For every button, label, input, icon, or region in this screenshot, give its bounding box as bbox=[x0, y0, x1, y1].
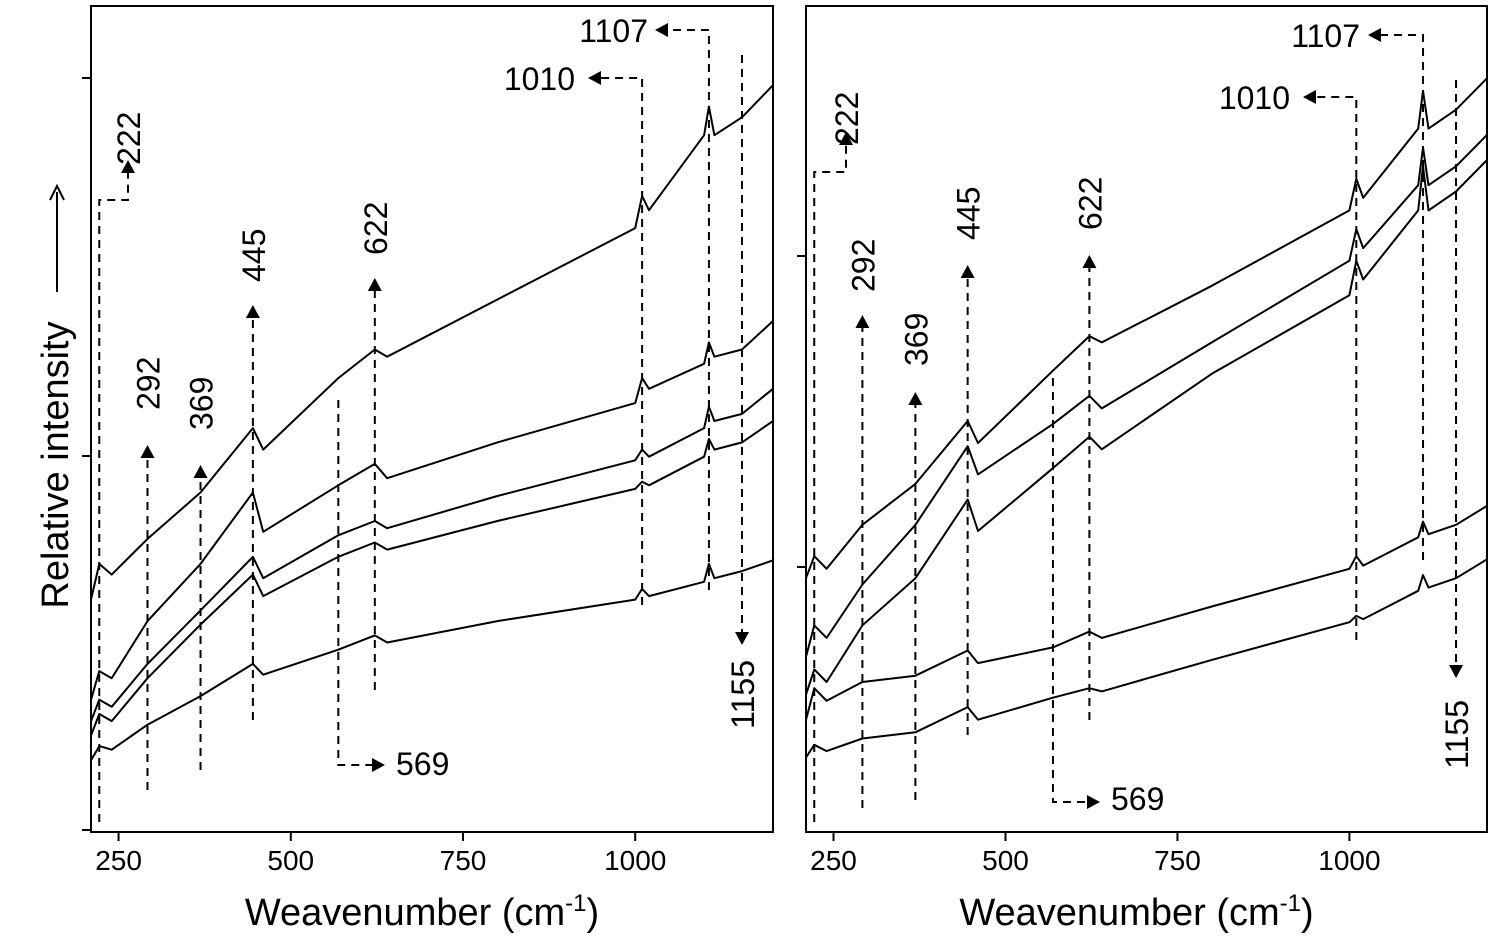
peak-arrow-head bbox=[245, 305, 260, 318]
peak-label-1155: 1155 bbox=[725, 660, 761, 729]
peak-label-1010: 1010 bbox=[1219, 80, 1290, 116]
peak-label-292: 292 bbox=[845, 239, 881, 292]
peak-label-569: 569 bbox=[1111, 781, 1164, 817]
spectrum-line-5 bbox=[90, 559, 774, 761]
x-tick-label: 1000 bbox=[1318, 845, 1380, 876]
peak-marker-line bbox=[1051, 378, 1088, 803]
peak-marker-line bbox=[1315, 96, 1358, 640]
peak-label-369: 369 bbox=[184, 377, 220, 430]
plot-frame bbox=[90, 5, 774, 833]
peak-marker-line bbox=[98, 172, 129, 822]
spectrum-line-5 bbox=[805, 558, 1488, 758]
x-tick-label: 250 bbox=[810, 845, 857, 876]
spectrum-line-3 bbox=[805, 159, 1488, 695]
peak-arrow-head bbox=[655, 23, 668, 37]
x-tick-label: 500 bbox=[267, 845, 314, 876]
peak-arrow-head bbox=[1368, 28, 1381, 42]
x-axis-title: Weavenumber (cm-1) bbox=[245, 890, 599, 934]
peak-label-622: 622 bbox=[1072, 177, 1108, 230]
peak-label-1107: 1107 bbox=[579, 13, 648, 49]
peak-arrow-head bbox=[588, 71, 601, 85]
x-tick-label: 750 bbox=[440, 845, 487, 876]
peak-arrow-head bbox=[372, 758, 385, 772]
spectrum-line-4 bbox=[805, 505, 1488, 720]
spectrum-line-4 bbox=[90, 420, 774, 736]
peak-arrow-head bbox=[140, 445, 155, 458]
peak-label-622: 622 bbox=[358, 202, 394, 255]
peak-marker-line bbox=[337, 400, 373, 766]
peak-arrow-head bbox=[1082, 255, 1097, 268]
peak-label-222: 222 bbox=[829, 92, 865, 145]
x-axis-title: Weavenumber (cm-1) bbox=[959, 890, 1313, 934]
peak-label-292: 292 bbox=[130, 357, 166, 410]
spectrum-line-1 bbox=[90, 84, 774, 600]
x-tick-label: 1000 bbox=[604, 845, 666, 876]
peak-arrow-head bbox=[1303, 90, 1316, 104]
peak-label-369: 369 bbox=[898, 313, 934, 366]
peak-arrow-head bbox=[1087, 795, 1100, 809]
spectrum-line-3 bbox=[90, 388, 774, 722]
peak-arrow-head bbox=[960, 265, 975, 278]
peak-arrow-head bbox=[839, 132, 853, 145]
peak-arrow-head bbox=[735, 632, 749, 645]
peak-arrow-head bbox=[367, 278, 382, 291]
plot-frame bbox=[805, 5, 1488, 833]
x-tick-label: 250 bbox=[95, 845, 142, 876]
peak-marker-line bbox=[667, 29, 710, 590]
peak-label-445: 445 bbox=[951, 187, 987, 240]
y-axis-title-arrow-head bbox=[49, 183, 65, 201]
peak-marker-line bbox=[813, 144, 847, 822]
peak-arrow-head bbox=[193, 465, 208, 478]
peak-label-1010: 1010 bbox=[504, 61, 575, 97]
peak-label-222: 222 bbox=[111, 112, 147, 165]
peak-marker-line bbox=[600, 77, 644, 605]
spectrum-line-2 bbox=[805, 134, 1488, 658]
peak-label-1107: 1107 bbox=[1291, 18, 1360, 54]
peak-label-569: 569 bbox=[396, 746, 449, 782]
peak-arrow-head bbox=[121, 160, 135, 173]
x-tick-label: 500 bbox=[982, 845, 1029, 876]
y-axis-title: Relative intensity bbox=[35, 321, 77, 608]
peak-arrow-head bbox=[908, 392, 923, 405]
peak-marker-line bbox=[1380, 34, 1425, 560]
peak-label-1155: 1155 bbox=[1439, 700, 1475, 769]
peak-label-445: 445 bbox=[236, 229, 272, 282]
peak-arrow-head bbox=[1449, 665, 1464, 678]
peak-arrow-head bbox=[855, 315, 870, 328]
x-tick-label: 750 bbox=[1154, 845, 1201, 876]
